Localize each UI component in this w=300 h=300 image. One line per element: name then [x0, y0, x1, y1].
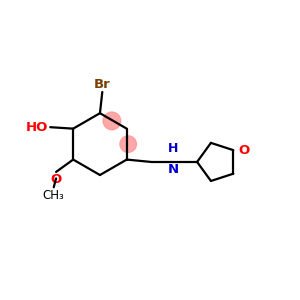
Text: HO: HO: [26, 121, 48, 134]
Text: CH₃: CH₃: [43, 189, 64, 202]
Text: O: O: [50, 172, 61, 185]
Text: Br: Br: [94, 77, 111, 91]
Circle shape: [103, 112, 121, 130]
Text: O: O: [238, 144, 249, 157]
Text: H: H: [168, 142, 179, 155]
Text: N: N: [168, 164, 179, 176]
Circle shape: [120, 136, 136, 152]
